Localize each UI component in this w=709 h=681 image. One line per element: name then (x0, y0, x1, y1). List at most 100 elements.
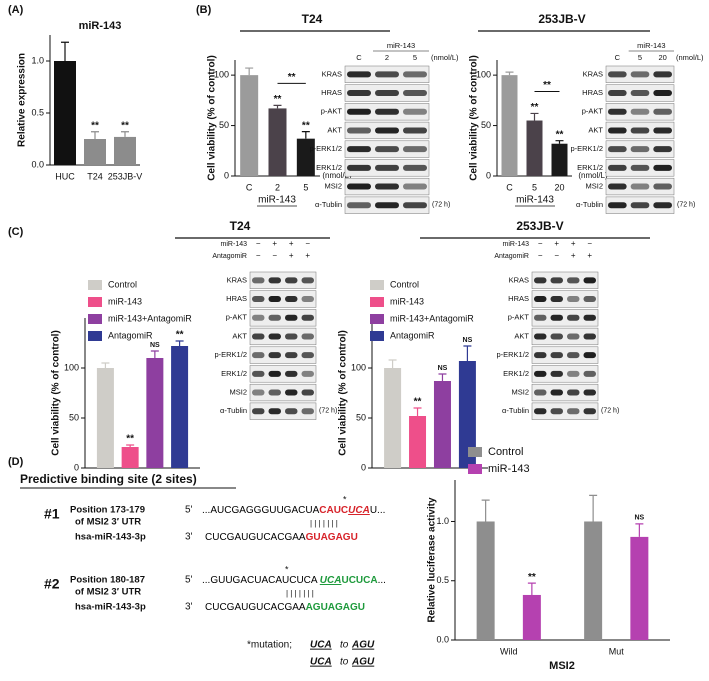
legend-swatch (370, 297, 384, 307)
y-tick-label: 0 (361, 462, 366, 472)
blot-band (375, 90, 399, 97)
sequence-part: GUAGAGU (306, 532, 358, 543)
blot-time: (72 h) (432, 202, 450, 209)
blot-label: MSI2 (511, 388, 529, 397)
blot-row (249, 290, 317, 308)
sequence: ...GUUGACUACAUCUCA UCAUCUCA... (202, 575, 386, 586)
blot-band (534, 314, 547, 321)
seq-end: 3' (185, 532, 193, 543)
significance: NS (634, 515, 644, 522)
blot-band (550, 314, 563, 321)
blot-row (249, 346, 317, 364)
y-axis-label: Cell viability (% of control) (469, 55, 480, 181)
error-bar (505, 71, 514, 76)
blot-band (630, 90, 650, 97)
blot-band (653, 108, 672, 115)
site-number: #1 (44, 506, 60, 522)
mutation-note: to (340, 640, 349, 651)
group-title: 253JB-V (516, 219, 563, 233)
blot-band (653, 202, 672, 209)
blot-band (534, 296, 547, 303)
blot-band (550, 296, 563, 303)
blot-band (403, 90, 427, 97)
blot-label: AKT (327, 125, 342, 134)
blot-label: AKT (232, 331, 247, 340)
blot-band (567, 352, 580, 359)
blot-column: 5 (413, 53, 417, 62)
bar (268, 108, 287, 176)
error-bar (126, 444, 135, 447)
blot-band (550, 389, 563, 396)
blot-band (252, 333, 265, 340)
mutation-note: UCA (310, 657, 332, 668)
sequence-part: CUCGAUGUCACGAA (205, 602, 306, 613)
binding-title: Predictive binding site (2 sites) (20, 472, 197, 486)
blot-label: ERK1/2 (577, 163, 603, 172)
blot-band (301, 333, 314, 340)
error-bar (481, 499, 490, 522)
blot-row (249, 309, 317, 327)
blot-band (347, 202, 371, 209)
error-bar (91, 131, 99, 139)
legend-label: miR-143+AntagomiR (108, 313, 192, 323)
blot-band (653, 90, 672, 97)
blot-band (375, 202, 399, 209)
y-tick-label: 1.0 (31, 55, 44, 65)
condition-sign: − (272, 251, 277, 260)
sequence-part: UCUCA (341, 575, 377, 586)
blot-row (531, 346, 599, 364)
error-bar (273, 104, 282, 109)
blot-band (403, 202, 427, 209)
blot-label: α-Tublin (576, 200, 603, 209)
blot-band (583, 408, 596, 415)
blot-unit: (nmol/L) (431, 53, 459, 62)
x-axis-label: miR-143 (258, 195, 296, 206)
blot-band (301, 389, 314, 396)
condition-sign: − (554, 251, 559, 260)
legend-label: Control (390, 279, 419, 289)
significance: NS (150, 342, 160, 349)
y-tick-label: 50 (356, 412, 366, 422)
blot-band (630, 164, 650, 171)
blot-band (534, 389, 547, 396)
panel-label: (D) (8, 456, 24, 468)
mutation-note: UCA (310, 640, 332, 651)
blot-row (531, 365, 599, 383)
error-bar (530, 112, 539, 121)
x-axis-label: MSI2 (549, 660, 575, 672)
blot-row (531, 327, 599, 346)
error-bar (175, 340, 184, 346)
blot-band (268, 277, 281, 284)
blot-band (534, 352, 547, 359)
error-bar (150, 350, 159, 358)
panel-label: (A) (8, 4, 24, 16)
blot-band (653, 164, 672, 171)
bar (114, 136, 136, 165)
blot-band (550, 408, 563, 415)
blot-band (583, 314, 596, 321)
bar (522, 594, 541, 640)
significance: ** (543, 80, 551, 91)
bar (171, 346, 189, 468)
condition-label: miR-143 (503, 241, 530, 248)
blot-band (630, 146, 650, 153)
blot-band (608, 108, 627, 115)
blot-band (375, 71, 399, 78)
y-tick-label: 50 (69, 412, 79, 422)
blot-label: p-ERK1/2 (570, 144, 603, 153)
blot-band (403, 183, 427, 190)
panel-label: (B) (196, 4, 212, 16)
blot-band (653, 183, 672, 190)
error-bar (61, 41, 69, 61)
blot-label: α-Tublin (220, 406, 247, 415)
blot-label: HRAS (508, 294, 529, 303)
blot-row (249, 327, 317, 346)
blot-column: C (356, 53, 362, 62)
significance: ** (302, 120, 310, 131)
y-tick-label: 100 (64, 362, 79, 372)
blot-band (583, 370, 596, 377)
condition-sign: − (538, 251, 543, 260)
blot-label: ERK1/2 (221, 369, 247, 378)
condition-sign: + (289, 239, 294, 248)
